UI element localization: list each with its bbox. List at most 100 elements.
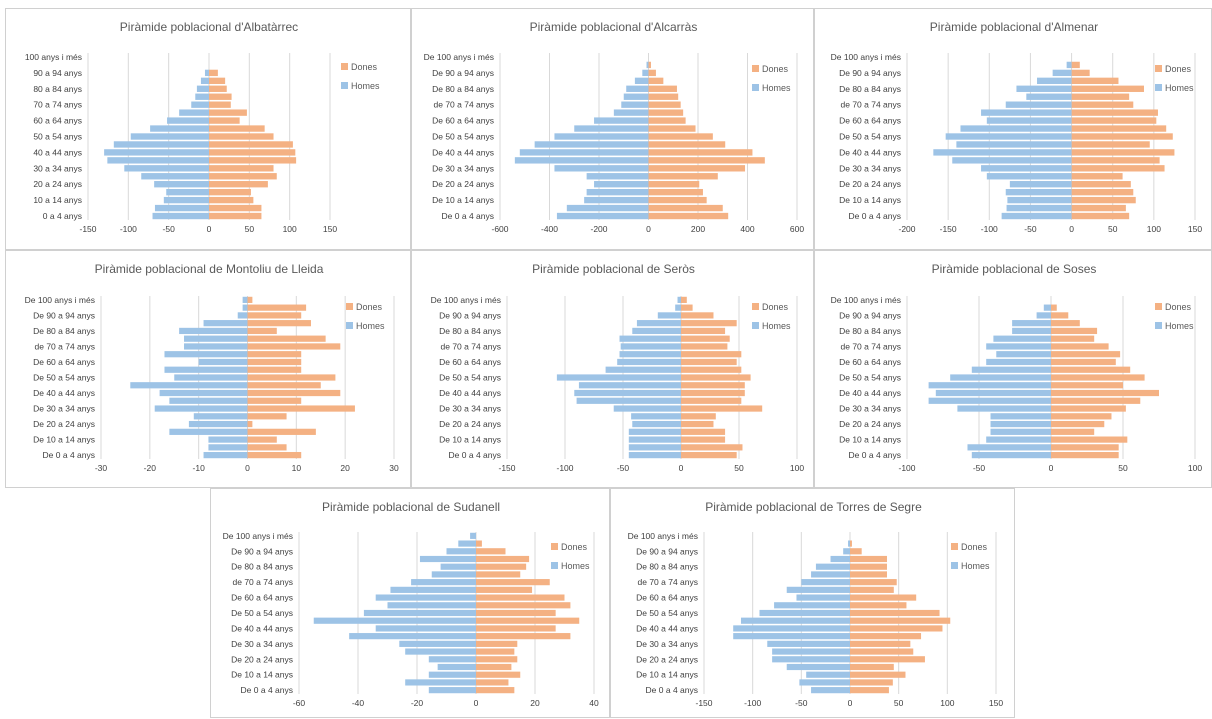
bar-men-de-65-a-69-anys xyxy=(981,109,1072,116)
bar-men-de-25-a-29-anys xyxy=(631,413,681,420)
bar-men-de-70-a-74-anys xyxy=(411,579,476,586)
bar-women-de-100-anys-i-mes xyxy=(681,296,687,303)
y-tick-label: De 100 anys i més xyxy=(831,52,901,62)
legend-label: Dones xyxy=(351,62,378,72)
x-tick-label: -50 xyxy=(973,463,986,473)
x-tick-label: -100 xyxy=(744,698,761,708)
bar-women-20-a-24-anys xyxy=(209,181,268,188)
bar-women-75-a-79-anys xyxy=(209,93,232,100)
bar-men-de-30-a-34-anys xyxy=(981,165,1072,172)
bar-women-de-5-a-9-anys xyxy=(1051,444,1119,451)
bar-women-de-10-a-14-anys xyxy=(476,671,521,678)
bar-men-de-20-a-24-anys xyxy=(188,420,248,428)
bar-men-de-30-a-34-anys xyxy=(399,640,476,647)
legend-label: Homes xyxy=(961,561,990,571)
bar-women-de-30-a-34-anys xyxy=(648,165,746,172)
y-tick-label: 40 a 44 anys xyxy=(33,147,82,157)
bar-men-de-25-a-29-anys xyxy=(193,413,248,420)
bar-men-de-40-a-44-anys xyxy=(375,625,476,632)
bar-men-de-75-a-79-anys xyxy=(811,571,850,578)
bar-men-de-100-anys-i-mes xyxy=(242,296,248,303)
legend-swatch xyxy=(1155,84,1162,91)
bar-women-25-a-29-anys xyxy=(209,173,277,180)
bar-men-de-95-a-99-anys xyxy=(1066,61,1072,69)
y-tick-label: 90 a 94 anys xyxy=(33,68,82,78)
bar-men-de-70-a-74-anys xyxy=(1005,101,1072,108)
x-tick-label: 150 xyxy=(989,698,1003,708)
y-tick-label: De 50 a 54 anys xyxy=(432,132,494,142)
bar-women-de-25-a-29-anys xyxy=(1071,173,1123,180)
legend-label: Homes xyxy=(762,321,791,331)
bar-men-75-a-79-anys xyxy=(195,93,209,100)
bar-women-de-50-a-54-anys xyxy=(850,609,940,617)
x-tick-label: 0 xyxy=(848,698,853,708)
x-tick-label: 150 xyxy=(323,224,337,234)
bar-women-de-45-a-49-anys xyxy=(1051,382,1123,389)
legend-label: Homes xyxy=(762,83,791,93)
bar-men-10-a-14-anys xyxy=(163,196,209,204)
bar-women-de-45-a-49-anys xyxy=(681,382,745,389)
bar-women-de-55-a-59-anys xyxy=(1051,366,1131,373)
bar-women-de-70-a-74-anys xyxy=(648,101,681,108)
legend-swatch xyxy=(752,84,759,91)
bar-men-de-65-a-69-anys xyxy=(786,586,850,593)
bar-men-5-a-9-anys xyxy=(154,204,209,212)
bar-women-de-90-a-94-anys xyxy=(1071,69,1090,77)
bar-women-de-80-a-84-anys xyxy=(1051,327,1098,335)
y-tick-label: de 70 a 74 anys xyxy=(441,341,502,351)
bar-men-de-65-a-69-anys xyxy=(996,351,1051,358)
bar-women-de-20-a-24-anys xyxy=(681,420,714,428)
bar-men-40-a-44-anys xyxy=(104,149,209,156)
bar-women-de-30-a-34-anys xyxy=(1051,405,1126,412)
y-tick-label: De 0 a 4 anys xyxy=(849,211,901,221)
y-tick-label: De 0 a 4 anys xyxy=(646,685,698,695)
y-tick-label: De 100 anys i més xyxy=(628,531,698,541)
bar-men-de-15-a-19-anys xyxy=(169,428,248,435)
bar-men-de-95-a-99-anys xyxy=(848,540,850,547)
bar-men-de-40-a-44-anys xyxy=(935,389,1051,397)
bar-men-de-5-a-9-anys xyxy=(208,444,248,451)
bar-men-de-100-anys-i-mes xyxy=(677,296,681,303)
bar-men-45-a-49-anys xyxy=(113,141,209,148)
legend-label: Homes xyxy=(356,321,385,331)
bar-men-de-40-a-44-anys xyxy=(574,389,681,397)
bar-men-de-75-a-79-anys xyxy=(623,93,649,100)
legend-swatch xyxy=(752,303,759,310)
x-tick-label: -150 xyxy=(79,224,96,234)
bar-women-de-85-a-89-anys xyxy=(476,555,530,563)
x-tick-label: 50 xyxy=(1118,463,1128,473)
bar-women-de-95-a-99-anys xyxy=(1071,61,1080,69)
bar-women-40-a-44-anys xyxy=(209,149,296,156)
bar-women-de-40-a-44-anys xyxy=(850,625,943,632)
y-tick-label: de 70 a 74 anys xyxy=(638,577,699,587)
pyramid-chart: Piràmide poblacional d'Albatàrrec -150 -10… xyxy=(25,20,380,234)
bar-women-de-35-a-39-anys xyxy=(476,633,571,640)
bar-men-de-90-a-94-anys xyxy=(446,548,476,555)
legend-label: Dones xyxy=(1165,302,1192,312)
y-tick-label: De 30 a 34 anys xyxy=(839,404,901,414)
bar-women-5-a-9-anys xyxy=(209,204,262,212)
x-tick-label: -50 xyxy=(795,698,808,708)
bar-women-de-75-a-79-anys xyxy=(1051,335,1095,342)
bar-men-de-45-a-49-anys xyxy=(130,382,248,389)
x-tick-label: -100 xyxy=(120,224,137,234)
bar-women-de-80-a-84-anys xyxy=(476,563,527,570)
x-tick-label: -100 xyxy=(981,224,998,234)
bar-men-de-5-a-9-anys xyxy=(799,679,850,686)
bar-women-de-75-a-79-anys xyxy=(247,335,326,342)
x-tick-label: -30 xyxy=(95,463,108,473)
bar-men-20-a-24-anys xyxy=(154,181,209,188)
bar-women-de-50-a-54-anys xyxy=(247,374,336,381)
bar-men-de-80-a-84-anys xyxy=(179,327,248,335)
y-tick-label: De 60 a 64 anys xyxy=(636,593,698,603)
y-tick-label: 100 anys i més xyxy=(25,52,82,62)
x-tick-label: -150 xyxy=(940,224,957,234)
chart-title: Piràmide poblacional d'Albatàrrec xyxy=(120,20,298,34)
y-tick-label: De 80 a 84 anys xyxy=(839,84,901,94)
bar-men-de-85-a-89-anys xyxy=(636,320,681,327)
bar-women-de-55-a-59-anys xyxy=(681,366,742,373)
bar-men-de-90-a-94-anys xyxy=(1036,312,1051,319)
legend-swatch xyxy=(551,543,558,550)
y-tick-label: De 0 a 4 anys xyxy=(449,450,501,460)
bar-women-de-50-a-54-anys xyxy=(648,133,713,140)
